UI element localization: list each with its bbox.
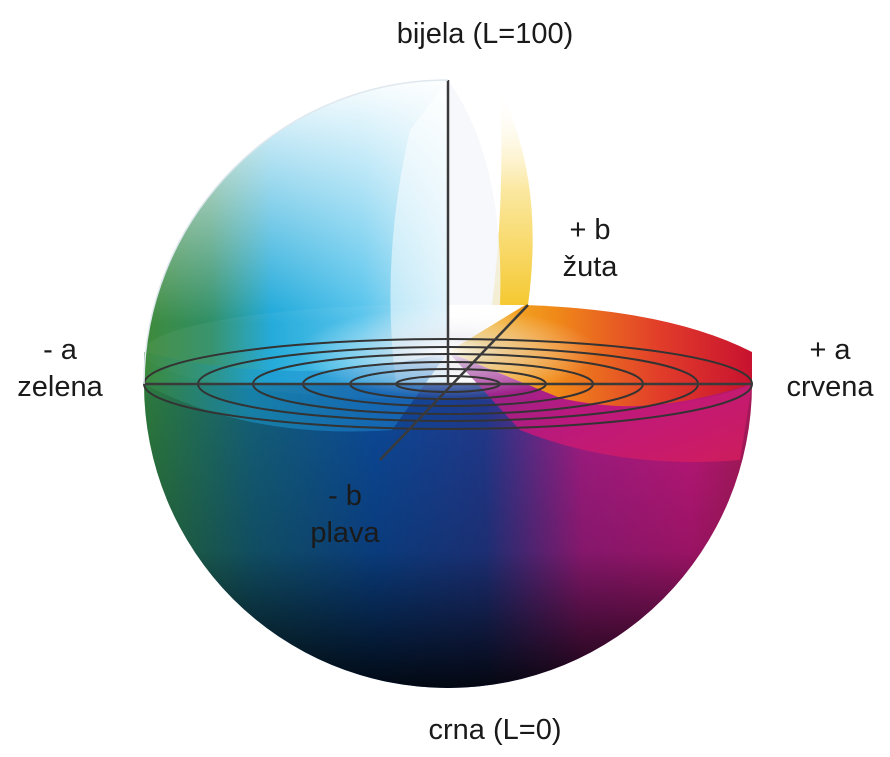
white-cut-face [448, 80, 501, 305]
plus-a-sign: + a [809, 334, 851, 366]
sphere-outline [143, 79, 449, 385]
disc-front-magenta [448, 352, 752, 462]
black-l0-label: crna (L=0) [390, 712, 600, 749]
plus-a-red-label: + a crvena [770, 332, 890, 406]
plus-b-yellow-label: + b žuta [535, 212, 645, 286]
plus-b-sign: + b [569, 214, 611, 246]
yellow-slice [492, 90, 533, 305]
white-label-text: bijela (L=100) [396, 18, 574, 50]
plus-a-name: crvena [786, 371, 874, 403]
minus-b-name: plava [310, 517, 380, 549]
minus-b-sign: - b [328, 480, 362, 512]
upper-left-whitening [144, 80, 448, 384]
lower-hemisphere-darkening [144, 384, 752, 688]
minus-a-sign: - a [43, 334, 77, 366]
b-axis [379, 304, 529, 461]
white-l100-label: bijela (L=100) [360, 16, 610, 53]
black-label-text: crna (L=0) [428, 714, 562, 746]
plus-b-name: žuta [562, 251, 618, 283]
minus-a-name: zelena [17, 371, 103, 403]
axes [144, 80, 752, 461]
minus-b-blue-label: - b plava [285, 478, 405, 552]
minus-a-green-label: - a zelena [0, 332, 120, 406]
